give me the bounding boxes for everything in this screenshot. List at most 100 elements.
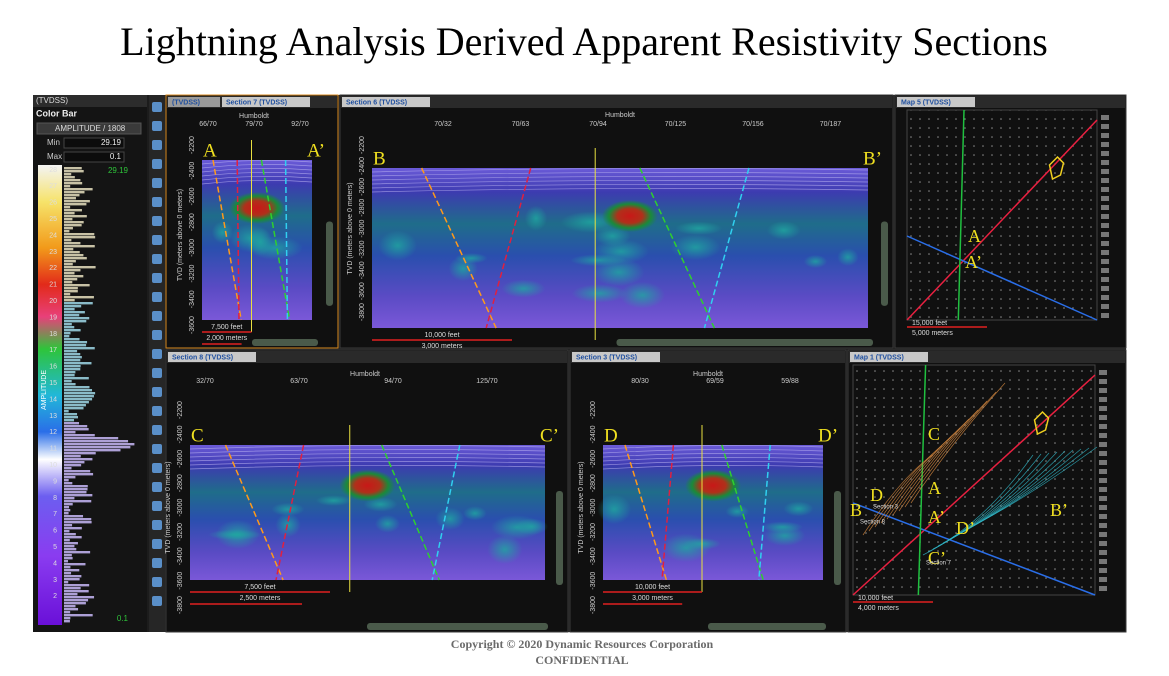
x-tick-label: 69/59 bbox=[706, 378, 724, 385]
histogram-bar bbox=[64, 587, 81, 590]
tool-button[interactable] bbox=[152, 482, 162, 492]
histogram-bar bbox=[64, 521, 92, 524]
colorbar-tick: 10 bbox=[49, 462, 57, 469]
tool-button[interactable] bbox=[152, 577, 162, 587]
tool-button[interactable] bbox=[152, 178, 162, 188]
y-tick-label: -3800 bbox=[359, 303, 366, 321]
scrollbar[interactable] bbox=[556, 491, 563, 585]
tab[interactable] bbox=[168, 97, 220, 107]
inline-label-stub bbox=[1099, 586, 1107, 591]
histogram-bar bbox=[64, 308, 75, 311]
histogram-bar bbox=[64, 533, 76, 536]
tool-button[interactable] bbox=[152, 254, 162, 264]
tool-button[interactable] bbox=[152, 463, 162, 473]
tool-button[interactable] bbox=[152, 387, 162, 397]
histogram-bar bbox=[64, 605, 76, 608]
tab[interactable] bbox=[342, 97, 430, 107]
contour bbox=[880, 427, 961, 524]
tool-button[interactable] bbox=[152, 596, 162, 606]
histogram-bar bbox=[64, 467, 72, 470]
tool-button[interactable] bbox=[152, 368, 162, 378]
histogram-bar bbox=[64, 488, 88, 491]
histogram-bar bbox=[64, 554, 72, 557]
tool-button[interactable] bbox=[152, 425, 162, 435]
tab[interactable] bbox=[897, 97, 975, 107]
tool-button[interactable] bbox=[152, 159, 162, 169]
tool-button[interactable] bbox=[152, 311, 162, 321]
min-field[interactable] bbox=[63, 137, 125, 149]
histogram-bar bbox=[64, 497, 75, 500]
map-marker: B bbox=[850, 500, 862, 520]
max-field[interactable] bbox=[63, 151, 125, 163]
tool-button[interactable] bbox=[152, 349, 162, 359]
tool-button[interactable] bbox=[152, 216, 162, 226]
scrollbar[interactable] bbox=[834, 491, 841, 585]
histogram-bar bbox=[64, 224, 82, 227]
histogram-bar bbox=[64, 203, 87, 206]
map-marker: A’ bbox=[965, 252, 982, 272]
anomaly bbox=[378, 230, 417, 261]
inline-label-stub bbox=[1101, 142, 1109, 147]
tool-button[interactable] bbox=[152, 444, 162, 454]
confidential: CONFIDENTIAL bbox=[535, 653, 628, 667]
tool-button[interactable] bbox=[152, 501, 162, 511]
y-tick-label: -2600 bbox=[590, 450, 597, 468]
tool-button[interactable] bbox=[152, 520, 162, 530]
histogram-bar bbox=[64, 254, 84, 257]
anomaly bbox=[571, 284, 628, 303]
colorbar-header bbox=[33, 95, 147, 107]
anomaly bbox=[435, 507, 465, 530]
scrollbar[interactable] bbox=[326, 221, 333, 306]
tab[interactable] bbox=[168, 352, 256, 362]
histogram-bar bbox=[64, 416, 79, 419]
histogram-bar bbox=[64, 431, 76, 434]
inline-label-stub bbox=[1101, 295, 1109, 300]
scale-meters: 3,000 meters bbox=[422, 343, 463, 350]
x-tick-label: 70/32 bbox=[434, 121, 452, 128]
scrollbar[interactable] bbox=[708, 623, 826, 630]
x-tick-label: 70/63 bbox=[512, 121, 530, 128]
inline-label-stub bbox=[1099, 577, 1107, 582]
attribute-select[interactable] bbox=[36, 122, 142, 135]
tool-button[interactable] bbox=[152, 121, 162, 131]
tool-button[interactable] bbox=[152, 235, 162, 245]
map-marker: A bbox=[968, 226, 981, 246]
outline bbox=[1048, 155, 1065, 181]
scrollbar[interactable] bbox=[881, 221, 888, 306]
histogram-bar bbox=[64, 341, 88, 344]
tool-button[interactable] bbox=[152, 140, 162, 150]
histogram-bar bbox=[64, 578, 80, 581]
scrollbar[interactable] bbox=[616, 339, 874, 346]
anomaly bbox=[215, 519, 260, 550]
tool-button[interactable] bbox=[152, 406, 162, 416]
scrollbar[interactable] bbox=[367, 623, 548, 630]
tab[interactable] bbox=[572, 352, 660, 362]
fault-trace bbox=[212, 159, 242, 321]
y-tick-label: -3000 bbox=[177, 498, 184, 516]
x-tick-label: 63/70 bbox=[290, 378, 308, 385]
histogram-bar bbox=[64, 446, 131, 449]
histogram-bar bbox=[64, 611, 71, 614]
tool-button[interactable] bbox=[152, 197, 162, 207]
scrollbar[interactable] bbox=[252, 339, 318, 346]
fault-trace bbox=[703, 167, 750, 329]
histogram-bar bbox=[64, 539, 70, 542]
tool-button[interactable] bbox=[152, 539, 162, 549]
tool-button[interactable] bbox=[152, 292, 162, 302]
tool-button[interactable] bbox=[152, 102, 162, 112]
tool-button[interactable] bbox=[152, 558, 162, 568]
tab[interactable] bbox=[850, 352, 928, 362]
histogram-bar bbox=[64, 365, 81, 368]
x-tick-label: 70/125 bbox=[665, 121, 687, 128]
scale-meters: 3,000 meters bbox=[632, 595, 673, 602]
y-tick-label: -3400 bbox=[177, 547, 184, 565]
tool-button[interactable] bbox=[152, 330, 162, 340]
inline-label-stub bbox=[1099, 442, 1107, 447]
histogram-bar bbox=[64, 401, 89, 404]
tab[interactable] bbox=[222, 97, 310, 107]
tool-button[interactable] bbox=[152, 273, 162, 283]
section-marker: A bbox=[203, 140, 217, 161]
histogram-bar bbox=[64, 428, 89, 431]
inline-label-stub bbox=[1101, 304, 1109, 309]
